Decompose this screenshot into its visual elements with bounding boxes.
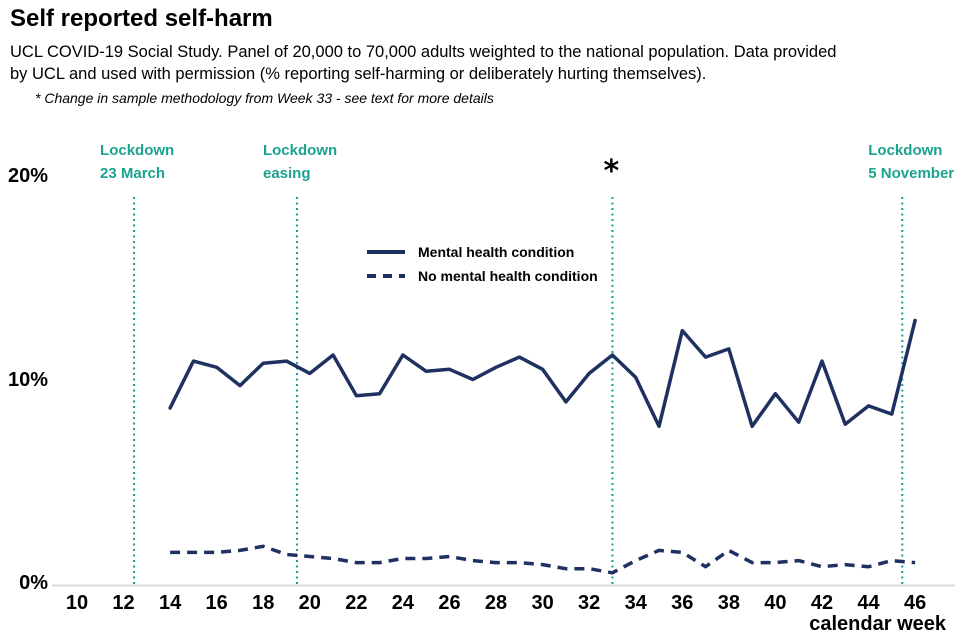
methodology-footnote: * Change in sample methodology from Week… xyxy=(35,90,494,106)
x-tick-label-34: 34 xyxy=(624,592,647,614)
lockdown-label-line: Lockdown xyxy=(868,142,943,159)
chart-subtitle: UCL COVID-19 Social Study. Panel of 20,0… xyxy=(10,41,836,85)
x-tick-label-42: 42 xyxy=(810,592,834,614)
series-line-solid xyxy=(168,318,917,429)
chart-legend: Mental health condition No mental health … xyxy=(366,244,598,292)
x-tick-label-16: 16 xyxy=(205,592,228,614)
x-tick-label-28: 28 xyxy=(484,592,508,614)
series-line-dashed xyxy=(170,544,916,575)
x-tick-label-36: 36 xyxy=(671,592,694,614)
y-tick-label-20: 20% xyxy=(7,165,48,187)
x-tick-label-14: 14 xyxy=(158,592,182,614)
legend-dashed-line-swatch xyxy=(367,274,405,278)
y-tick-label-0: 0% xyxy=(19,572,48,594)
legend-solid-line-swatch xyxy=(367,250,405,254)
x-tick-label-24: 24 xyxy=(391,592,415,614)
subtitle-line-1: UCL COVID-19 Social Study. Panel of 20,0… xyxy=(10,43,837,61)
x-tick-label-26: 26 xyxy=(438,592,461,614)
x-tick-label-30: 30 xyxy=(531,592,554,614)
lockdown-label-line: Lockdown xyxy=(100,142,175,159)
lockdown-label-0: Lockdown 23 March xyxy=(100,139,174,185)
lockdown-label-line: easing xyxy=(262,165,311,182)
x-tick-label-20: 20 xyxy=(298,592,321,614)
legend-label: Mental health condition xyxy=(418,244,575,260)
x-tick-label-38: 38 xyxy=(717,592,740,614)
x-tick-label-32: 32 xyxy=(578,592,601,614)
lockdown-label-line: 23 March xyxy=(100,165,166,182)
x-tick-label-22: 22 xyxy=(345,592,368,614)
y-tick-label-10: 10% xyxy=(7,368,48,391)
x-tick-label-44: 44 xyxy=(857,592,880,614)
x-tick-label-18: 18 xyxy=(252,592,275,614)
lockdown-label-3: Lockdown 5 November xyxy=(868,139,954,185)
lockdown-label-1: Lockdown easing xyxy=(263,139,337,185)
x-tick-label-46: 46 xyxy=(903,592,927,614)
x-axis-title: calendar week xyxy=(809,613,946,635)
legend-entry-solid: Mental health condition xyxy=(366,244,598,260)
legend-label: No mental health condition xyxy=(418,268,598,284)
x-tick-label-12: 12 xyxy=(112,592,135,614)
subtitle-line-2: by UCL and used with permission (% repor… xyxy=(10,65,707,83)
methodology-asterisk: * xyxy=(603,154,620,189)
lockdown-label-line: Lockdown xyxy=(262,142,338,159)
x-tick-label-40: 40 xyxy=(764,592,787,614)
lockdown-label-line: 5 November xyxy=(868,165,955,182)
x-tick-label-10: 10 xyxy=(65,592,89,614)
legend-entry-dashed: No mental health condition xyxy=(366,268,598,284)
page-title: Self reported self-harm xyxy=(10,5,273,32)
